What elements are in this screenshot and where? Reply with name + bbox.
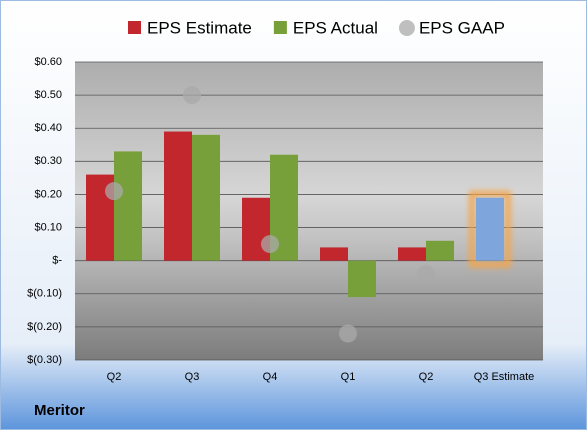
x-tick-label: Q3 Estimate xyxy=(474,371,535,383)
bar xyxy=(348,260,376,298)
y-tick-label: $(0.20) xyxy=(27,321,62,333)
bar xyxy=(320,247,348,261)
point xyxy=(261,235,279,254)
y-tick-label: $(0.30) xyxy=(27,354,62,366)
legend-marker xyxy=(398,20,415,36)
bar xyxy=(164,131,192,261)
bar xyxy=(398,247,426,261)
legend-marker xyxy=(273,21,287,34)
y-tick-label: $0.10 xyxy=(34,221,62,233)
point xyxy=(183,86,201,105)
bar-glow xyxy=(469,190,511,268)
bar xyxy=(192,134,220,261)
legend-label: EPS Estimate xyxy=(147,18,252,37)
y-tick-label: $0.30 xyxy=(34,155,62,167)
legend-label: EPS Actual xyxy=(293,18,378,37)
y-tick-label: $(0.10) xyxy=(27,288,62,300)
y-tick-label: $0.20 xyxy=(34,188,62,200)
x-tick-label: Q2 xyxy=(419,371,434,383)
y-tick-label: $0.60 xyxy=(34,56,62,68)
y-tick-label: $- xyxy=(52,255,62,267)
y-tick-label: $0.40 xyxy=(34,122,62,134)
x-tick-label: Q1 xyxy=(341,371,356,383)
plot-area xyxy=(75,62,543,360)
point xyxy=(339,324,357,343)
bar xyxy=(476,197,504,261)
point xyxy=(105,182,123,201)
company-name: Meritor xyxy=(34,402,85,419)
legend-label: EPS GAAP xyxy=(419,18,505,37)
x-tick-label: Q4 xyxy=(263,371,278,383)
x-tick-label: Q2 xyxy=(107,371,122,383)
bar xyxy=(426,240,454,261)
y-tick-label: $0.50 xyxy=(34,89,62,101)
legend-marker xyxy=(128,21,141,34)
point xyxy=(417,264,435,283)
bar xyxy=(114,151,142,261)
x-tick-label: Q3 xyxy=(185,371,200,383)
